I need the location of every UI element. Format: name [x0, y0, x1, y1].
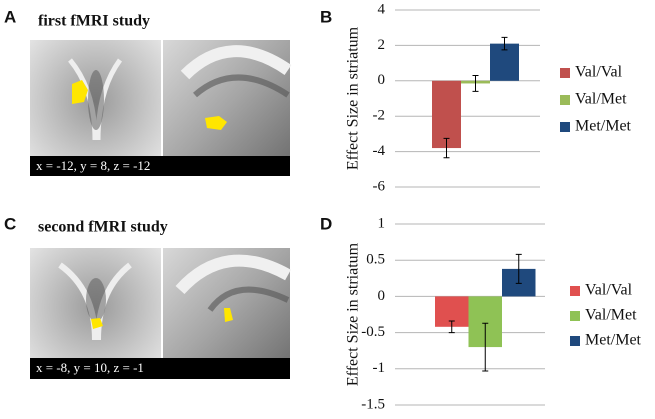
panel-label: A: [4, 7, 16, 26]
legend-swatch: [560, 95, 570, 105]
y-tick-label: -2: [373, 108, 386, 124]
y-tick-label: -6: [373, 178, 386, 194]
y-axis-label: Effect Size in striatum: [345, 26, 362, 170]
legend-label: Met/Met: [585, 332, 642, 349]
error-bar: [501, 36, 508, 51]
bar: [432, 80, 461, 149]
error-bar: [482, 322, 489, 372]
y-tick-label: 2: [378, 37, 386, 53]
coordinates: x = -12, y = 8, z = -12: [36, 158, 150, 173]
study-title: second fMRI study: [38, 219, 168, 236]
error-bar: [472, 74, 479, 92]
legend-label: Val/Met: [585, 307, 637, 324]
error-bar: [515, 253, 522, 284]
y-tick-label: 0.5: [366, 252, 385, 268]
brain-images-c: [30, 248, 291, 379]
panel-label: D: [320, 214, 332, 233]
study-title: first fMRI study: [38, 13, 150, 30]
y-tick-label: -4: [373, 143, 386, 159]
y-axis-label: Effect Size in striatum: [345, 242, 362, 386]
legend-swatch: [570, 311, 580, 321]
error-bar: [448, 320, 455, 334]
panel-label: B: [320, 7, 332, 26]
legend-label: Met/Met: [575, 118, 632, 135]
coordinates: x = -8, y = 10, z = -1: [36, 360, 144, 375]
y-tick-label: 0: [378, 72, 386, 88]
y-tick-label: 4: [378, 1, 386, 17]
legend-label: Val/Val: [575, 64, 623, 81]
panel-label: C: [4, 214, 16, 233]
legend-swatch: [570, 286, 580, 296]
error-bar: [443, 137, 450, 159]
y-tick-label: -1.5: [361, 396, 385, 412]
brain-images-a: [30, 40, 292, 176]
y-tick-label: 1: [378, 215, 386, 231]
legend-label: Val/Met: [575, 91, 627, 108]
legend-swatch: [560, 68, 570, 78]
legend-swatch: [560, 122, 570, 132]
y-tick-label: 0: [378, 288, 386, 304]
y-tick-label: -0.5: [361, 324, 385, 340]
y-tick-label: -1: [373, 360, 386, 376]
legend-label: Val/Val: [585, 282, 633, 299]
legend-swatch: [570, 336, 580, 346]
